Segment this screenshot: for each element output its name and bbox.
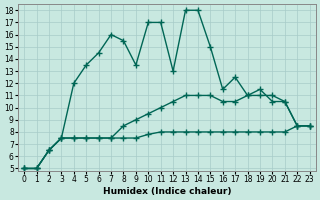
X-axis label: Humidex (Indice chaleur): Humidex (Indice chaleur) [103, 187, 231, 196]
